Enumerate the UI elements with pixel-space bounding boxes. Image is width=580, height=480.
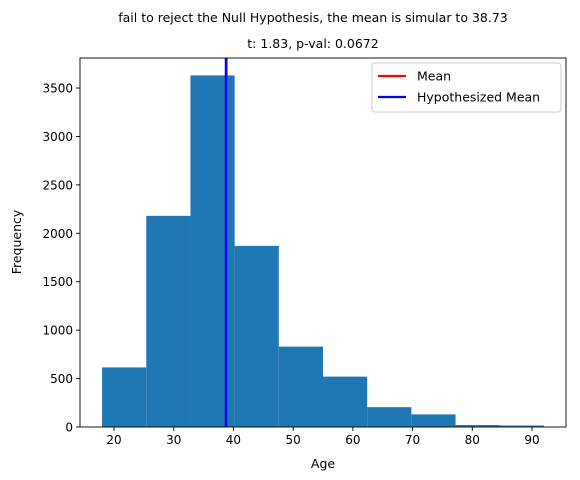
y-axis-label: Frequency [9, 209, 24, 274]
x-axis-label: Age [311, 456, 335, 471]
histogram-bar [234, 245, 279, 427]
y-tick-label: 500 [50, 372, 73, 386]
histogram-bar [190, 75, 235, 427]
y-axis-ticks: 0 500 1000 1500 2000 2500 3000 3500 [42, 82, 80, 435]
x-tick-label: 70 [405, 433, 420, 447]
chart-title: t: 1.83, p-val: 0.0672 [247, 36, 378, 51]
histogram-bar [323, 376, 368, 427]
histogram-bar [499, 425, 544, 427]
legend: Mean Hypothesized Mean [371, 62, 562, 113]
x-tick-label: 30 [166, 433, 181, 447]
y-tick-label: 2500 [42, 178, 73, 192]
y-tick-label: 3500 [42, 82, 73, 96]
histogram-bar [367, 407, 412, 427]
histogram-bar [278, 346, 323, 427]
plot-frame [79, 57, 567, 428]
x-tick-label: 80 [465, 433, 480, 447]
y-tick-label: 2000 [42, 227, 73, 241]
y-tick-label: 1000 [42, 324, 73, 338]
y-tick-label: 3000 [42, 130, 73, 144]
mean-lines-group [224, 58, 228, 427]
histogram-bar [146, 215, 191, 427]
x-tick-label: 40 [226, 433, 241, 447]
histogram-bar [455, 425, 500, 427]
legend-label: Hypothesized Mean [417, 90, 540, 105]
bars-group [102, 75, 544, 427]
y-tick-label: 0 [65, 421, 73, 435]
histogram-bar [102, 367, 147, 427]
x-tick-label: 20 [106, 433, 121, 447]
legend-label: Mean [417, 69, 451, 84]
x-tick-label: 60 [345, 433, 360, 447]
x-tick-label: 50 [286, 433, 301, 447]
x-axis-ticks: 20 30 40 50 60 70 80 90 [106, 427, 540, 447]
x-tick-label: 90 [524, 433, 539, 447]
y-tick-label: 1500 [42, 275, 73, 289]
legend-box [371, 62, 562, 113]
histogram-bar [411, 414, 456, 427]
chart-suptitle: fail to reject the Null Hypothesis, the … [118, 10, 508, 25]
